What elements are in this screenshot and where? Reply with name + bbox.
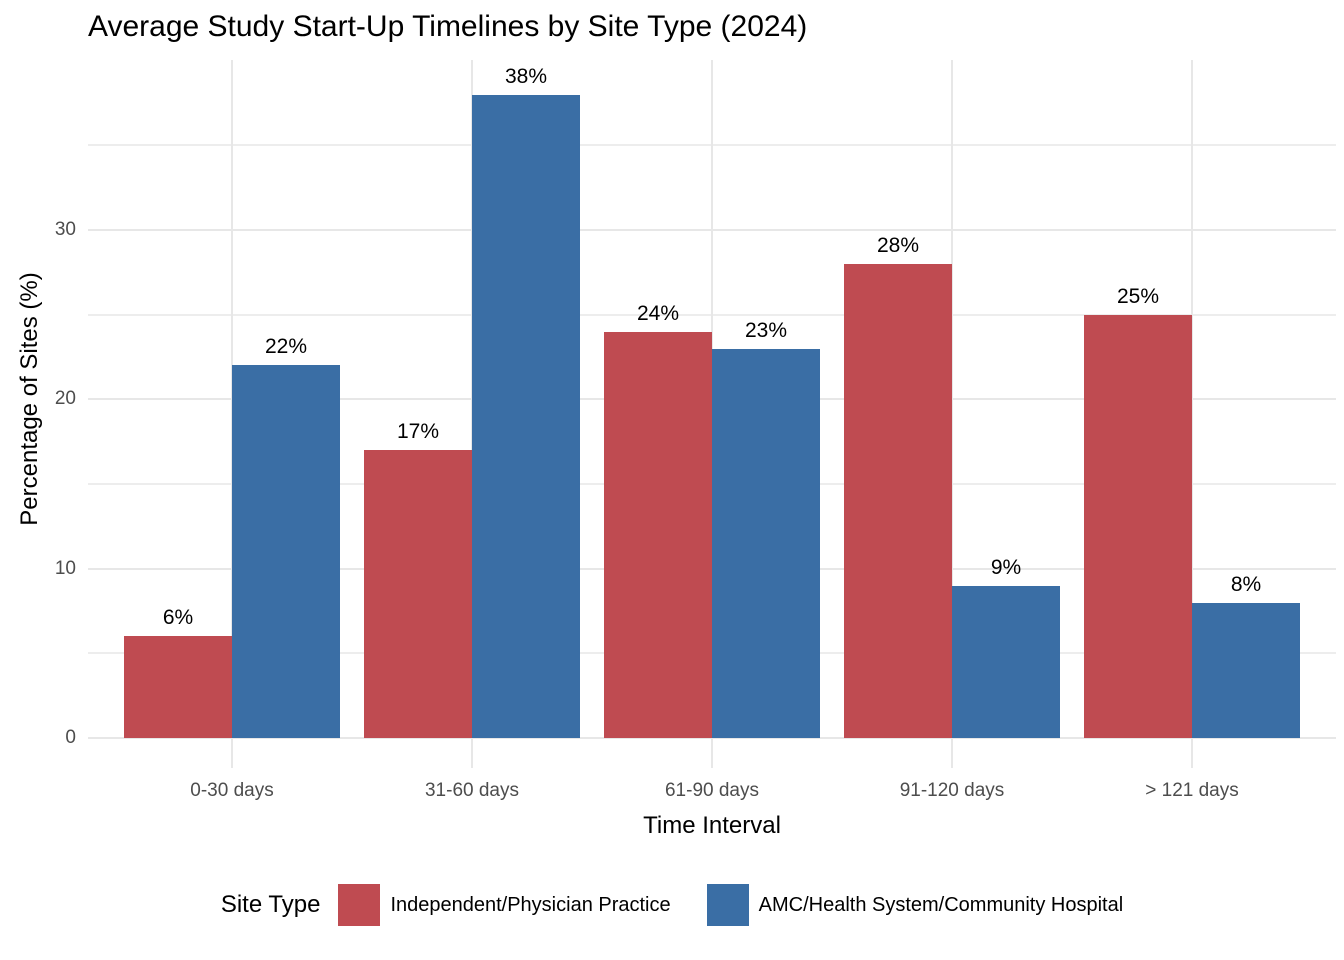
bar-independent: [1084, 315, 1192, 738]
bar-value-label: 23%: [744, 319, 788, 342]
y-tick-label: 20: [54, 388, 76, 410]
x-tick-label: 31-60 days: [424, 780, 519, 801]
legend-swatch-blue: [706, 884, 749, 926]
bar-value-label: 28%: [876, 234, 920, 257]
bar-independent: [124, 636, 232, 738]
chart-title: Average Study Start-Up Timelines by Site…: [88, 10, 808, 43]
vertical-gridline: [951, 60, 953, 768]
bar-amc: [1192, 603, 1300, 738]
legend-entry-independent: Independent/Physician Practice: [338, 884, 671, 926]
bar-value-label: 9%: [990, 556, 1022, 579]
bar-amc: [232, 365, 340, 738]
bar-independent: [844, 264, 952, 738]
bar-value-label: 22%: [264, 335, 308, 358]
vertical-gridline: [1191, 60, 1193, 768]
bar-independent: [604, 332, 712, 738]
legend-entry-amc: AMC/Health System/Community Hospital: [706, 884, 1124, 926]
bar-amc: [712, 349, 820, 738]
legend-swatch-red: [338, 884, 381, 926]
x-tick-label: > 121 days: [1145, 780, 1239, 801]
bar-value-label: 38%: [504, 65, 548, 88]
legend-label: AMC/Health System/Community Hospital: [758, 893, 1124, 916]
x-tick-label: 0-30 days: [190, 780, 274, 801]
bar-value-label: 24%: [636, 302, 680, 325]
bar-amc: [952, 586, 1060, 738]
bar-value-label: 17%: [396, 420, 440, 443]
x-tick-label: 91-120 days: [899, 780, 1005, 801]
bar-value-label: 8%: [1230, 573, 1262, 596]
bar-value-label: 25%: [1116, 285, 1160, 308]
legend: Site Type Independent/Physician Practice…: [0, 884, 1344, 926]
y-axis-title: Percentage of Sites (%): [16, 272, 43, 526]
legend-title: Site Type: [220, 891, 321, 918]
y-tick-label: 10: [54, 557, 76, 579]
x-tick-label: 61-90 days: [664, 780, 759, 801]
bar-amc: [472, 95, 580, 738]
x-axis-title: Time Interval: [643, 812, 781, 839]
bar-value-label: 6%: [162, 606, 194, 629]
y-tick-label: 30: [54, 219, 76, 240]
y-tick-label: 0: [65, 727, 76, 748]
legend-label: Independent/Physician Practice: [390, 893, 671, 916]
bar-independent: [364, 450, 472, 738]
